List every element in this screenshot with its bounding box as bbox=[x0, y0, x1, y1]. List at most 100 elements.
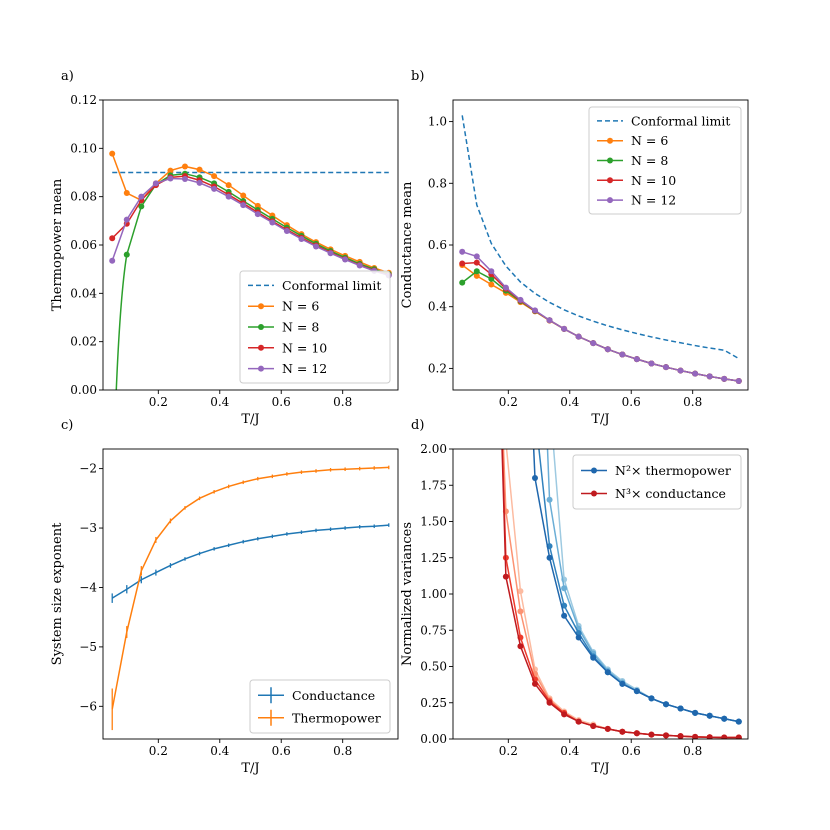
y-tick-label: 0.75 bbox=[420, 623, 447, 637]
legend-label: N²× thermopower bbox=[615, 463, 731, 478]
data-point bbox=[561, 585, 568, 592]
plot-area bbox=[111, 465, 390, 731]
data-point bbox=[196, 179, 203, 186]
x-tick-label: 0.2 bbox=[499, 744, 518, 758]
data-point bbox=[138, 193, 145, 200]
axes-frame bbox=[102, 448, 399, 740]
x-tick-label: 0.6 bbox=[622, 395, 641, 409]
data-point bbox=[459, 260, 466, 267]
y-tick-label: 0.2 bbox=[428, 361, 447, 375]
data-point bbox=[648, 731, 655, 738]
y-tick-label: −4 bbox=[79, 580, 97, 594]
y-tick-label: 1.50 bbox=[420, 515, 447, 529]
data-point bbox=[488, 268, 495, 275]
x-tick-label: 0.6 bbox=[272, 744, 291, 758]
y-tick-label: 1.00 bbox=[420, 587, 447, 601]
data-point bbox=[677, 733, 684, 739]
data-point bbox=[502, 284, 509, 291]
legend-label: Thermopower bbox=[292, 710, 381, 725]
data-point bbox=[211, 173, 218, 180]
x-tick-label: 0.4 bbox=[210, 744, 229, 758]
x-tick-label: 0.8 bbox=[683, 395, 702, 409]
y-tick-label: 0.25 bbox=[420, 696, 447, 710]
legend-label: Conductance bbox=[292, 688, 375, 703]
data-point bbox=[663, 701, 670, 708]
data-point bbox=[531, 680, 538, 687]
data-point bbox=[503, 439, 509, 445]
y-tick-label: 2.00 bbox=[420, 442, 447, 456]
data-point bbox=[677, 367, 684, 374]
legend-label: N = 8 bbox=[282, 320, 319, 335]
data-point bbox=[517, 643, 524, 650]
data-point bbox=[721, 715, 728, 722]
legend-label: N = 10 bbox=[282, 340, 327, 355]
data-point bbox=[240, 202, 247, 209]
data-point bbox=[619, 351, 626, 358]
panel-1: 0.2 0.4 0.6 0.8 0.00 0.02 0.04 0.06 0.08 0.10 0.12… bbox=[50, 69, 399, 427]
data-point bbox=[692, 733, 699, 739]
y-tick-label: 0.8 bbox=[428, 176, 447, 190]
data-point bbox=[706, 734, 713, 739]
data-point bbox=[225, 193, 232, 200]
data-point bbox=[721, 734, 728, 739]
legend-label: Conformal limit bbox=[631, 113, 730, 128]
data-point bbox=[181, 163, 188, 170]
legend-frame bbox=[249, 679, 391, 734]
data-point bbox=[123, 251, 130, 258]
data-point bbox=[706, 373, 713, 380]
data-point bbox=[459, 279, 466, 286]
data-point bbox=[459, 248, 466, 255]
data-point bbox=[313, 243, 320, 250]
x-tick-label: 0.6 bbox=[622, 744, 641, 758]
data-point bbox=[735, 734, 742, 739]
data-point bbox=[575, 634, 582, 641]
series-line-1 bbox=[461, 264, 739, 382]
series-line-3 bbox=[532, 449, 739, 723]
data-point bbox=[473, 272, 480, 279]
data-point bbox=[590, 722, 597, 729]
legend-marker bbox=[258, 324, 264, 330]
y-tick-label: 0.04 bbox=[70, 286, 97, 300]
data-point bbox=[211, 185, 218, 192]
x-tick-label: 0.8 bbox=[333, 395, 352, 409]
data-point bbox=[298, 235, 305, 242]
data-point bbox=[254, 202, 261, 209]
legend: Conductance Thermopower bbox=[249, 679, 391, 734]
x-tick-label: 0.2 bbox=[149, 744, 168, 758]
data-point bbox=[532, 410, 538, 416]
data-point bbox=[356, 262, 363, 269]
x-axis-label: T/J bbox=[241, 761, 259, 776]
data-point bbox=[517, 608, 524, 615]
data-point bbox=[181, 176, 188, 183]
y-tick-label: 0.06 bbox=[70, 238, 97, 252]
legend-label: N = 6 bbox=[282, 299, 319, 314]
panel-label: b) bbox=[411, 69, 424, 84]
data-point bbox=[633, 688, 640, 695]
legend-label: N = 12 bbox=[282, 361, 327, 376]
data-point bbox=[531, 307, 538, 314]
panel-3: 0.2 0.4 0.6 0.8 −6 −5 −4 −3 −2 T/J System size exp… bbox=[50, 418, 399, 776]
legend-label: N = 12 bbox=[631, 193, 676, 208]
legend-label: N = 8 bbox=[631, 153, 668, 168]
data-point bbox=[531, 475, 538, 481]
plot-area bbox=[459, 115, 742, 385]
legend-marker bbox=[607, 177, 613, 184]
x-tick-label: 0.8 bbox=[333, 744, 352, 758]
x-axis-label: T/J bbox=[591, 761, 609, 776]
x-tick-label: 0.2 bbox=[499, 395, 518, 409]
legend-frame bbox=[588, 106, 742, 215]
panel-2: 0.2 0.4 0.6 0.8 0.2 0.4 0.6 0.8 1.0 T/J Conductanc… bbox=[400, 69, 749, 427]
data-point bbox=[488, 275, 495, 282]
data-point bbox=[546, 699, 553, 706]
data-point bbox=[109, 150, 116, 157]
data-point bbox=[590, 340, 597, 347]
y-tick-label: 0.6 bbox=[428, 238, 447, 252]
data-point bbox=[663, 364, 670, 371]
x-tick-label: 0.2 bbox=[149, 395, 168, 409]
series-line-1 bbox=[111, 466, 389, 710]
y-axis-label: Thermopower mean bbox=[50, 178, 65, 311]
panel-label: a) bbox=[61, 69, 74, 84]
x-tick-label: 0.4 bbox=[560, 395, 579, 409]
data-point bbox=[735, 378, 742, 385]
